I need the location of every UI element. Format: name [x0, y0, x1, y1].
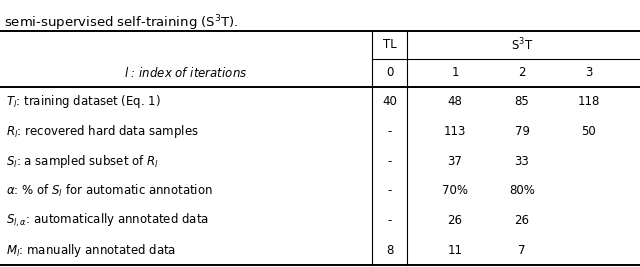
Text: S$^3$T: S$^3$T [511, 37, 533, 53]
Text: 85: 85 [515, 95, 529, 108]
Text: 11: 11 [447, 244, 463, 257]
Text: 48: 48 [447, 95, 463, 108]
Text: $R_l$: recovered hard data samples: $R_l$: recovered hard data samples [6, 123, 199, 140]
Text: $S_l$: a sampled subset of $R_l$: $S_l$: a sampled subset of $R_l$ [6, 153, 159, 170]
Text: 8: 8 [387, 244, 394, 257]
Text: 3: 3 [586, 66, 593, 80]
Text: 26: 26 [515, 214, 529, 227]
Text: $l$ : index of iterations: $l$ : index of iterations [124, 66, 248, 80]
Text: 79: 79 [515, 125, 529, 138]
Text: 33: 33 [515, 155, 529, 168]
Text: -: - [388, 155, 392, 168]
Text: 7: 7 [518, 244, 525, 257]
Text: 113: 113 [444, 125, 466, 138]
Text: $\alpha$: % of $S_l$ for automatic annotation: $\alpha$: % of $S_l$ for automatic annot… [6, 183, 213, 199]
Text: 0: 0 [387, 66, 394, 80]
Text: -: - [388, 125, 392, 138]
Text: 40: 40 [383, 95, 397, 108]
Text: -: - [388, 214, 392, 227]
Text: 26: 26 [447, 214, 463, 227]
Text: TL: TL [383, 38, 397, 52]
Text: 70%: 70% [442, 184, 468, 197]
Text: 118: 118 [578, 95, 600, 108]
Text: $T_l$: training dataset (Eq. 1): $T_l$: training dataset (Eq. 1) [6, 93, 161, 110]
Text: $S_{l,\alpha}$: automatically annotated data: $S_{l,\alpha}$: automatically annotated … [6, 212, 209, 229]
Text: -: - [388, 184, 392, 197]
Text: 80%: 80% [509, 184, 535, 197]
Text: 50: 50 [582, 125, 596, 138]
Text: $M_l$: manually annotated data: $M_l$: manually annotated data [6, 242, 176, 259]
Text: 37: 37 [447, 155, 463, 168]
Text: semi-supervised self-training (S$^3$T).: semi-supervised self-training (S$^3$T). [4, 13, 239, 33]
Text: 2: 2 [518, 66, 525, 80]
Text: 1: 1 [451, 66, 459, 80]
